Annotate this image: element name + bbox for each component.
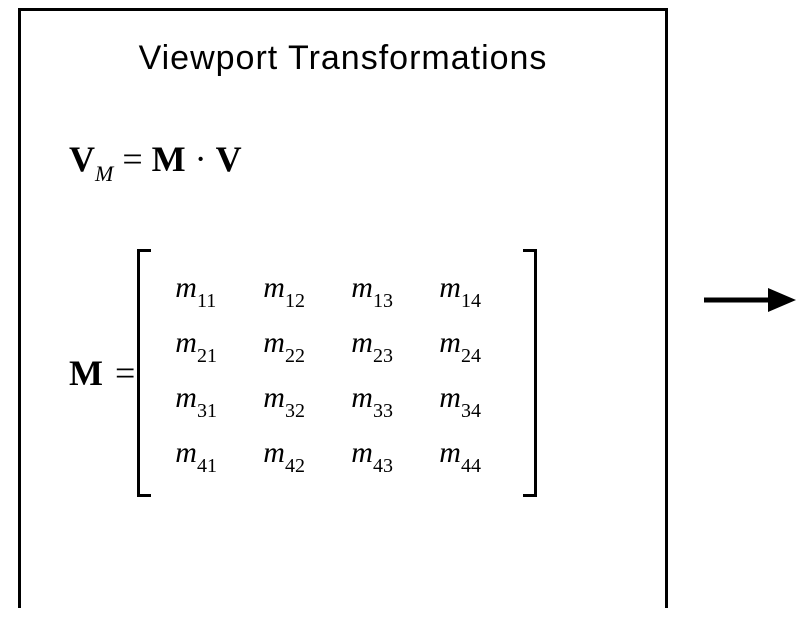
matrix-cell: m23 <box>351 326 411 365</box>
slide-container: Viewport Transformations VM = M · V M = … <box>18 8 668 608</box>
matrix-cell: m14 <box>439 271 499 310</box>
matrix-cell: m31 <box>175 381 235 420</box>
matrix-cell: m42 <box>263 436 323 475</box>
matrix-eq-sign: = <box>115 352 135 394</box>
matrix-label: M <box>69 352 103 394</box>
eq-equals: = <box>122 139 142 179</box>
matrix-cell: m22 <box>263 326 323 365</box>
matrix-grid: m11 m12 m13 m14 m21 m22 m23 m24 m31 m32 m33 m34 m41 m… <box>147 255 527 491</box>
matrix-cell: m32 <box>263 381 323 420</box>
matrix-cell: m41 <box>175 436 235 475</box>
matrix-cell: m24 <box>439 326 499 365</box>
eq-dot: · <box>195 139 207 179</box>
transform-equation: VM = M · V <box>69 138 625 185</box>
matrix-cell: m43 <box>351 436 411 475</box>
matrix-definition: M = m11 m12 m13 m14 m21 m22 m23 m24 m31 m32 m33 m34… <box>69 255 625 491</box>
matrix-cell: m34 <box>439 381 499 420</box>
matrix-cell: m11 <box>175 271 235 310</box>
eq-rhs-M: M <box>152 139 186 179</box>
matrix-cell: m12 <box>263 271 323 310</box>
matrix-cell: m33 <box>351 381 411 420</box>
right-bracket <box>523 249 537 497</box>
arrow-icon <box>700 280 800 320</box>
eq-lhs-sub: M <box>95 161 113 186</box>
matrix-brackets: m11 m12 m13 m14 m21 m22 m23 m24 m31 m32 m33 m34 m41 m… <box>147 255 527 491</box>
matrix-cell: m13 <box>351 271 411 310</box>
eq-lhs-var: V <box>69 139 95 179</box>
slide-title: Viewport Transformations <box>61 39 625 78</box>
matrix-cell: m44 <box>439 436 499 475</box>
matrix-cell: m21 <box>175 326 235 365</box>
eq-rhs-V: V <box>216 139 242 179</box>
left-bracket <box>137 249 151 497</box>
